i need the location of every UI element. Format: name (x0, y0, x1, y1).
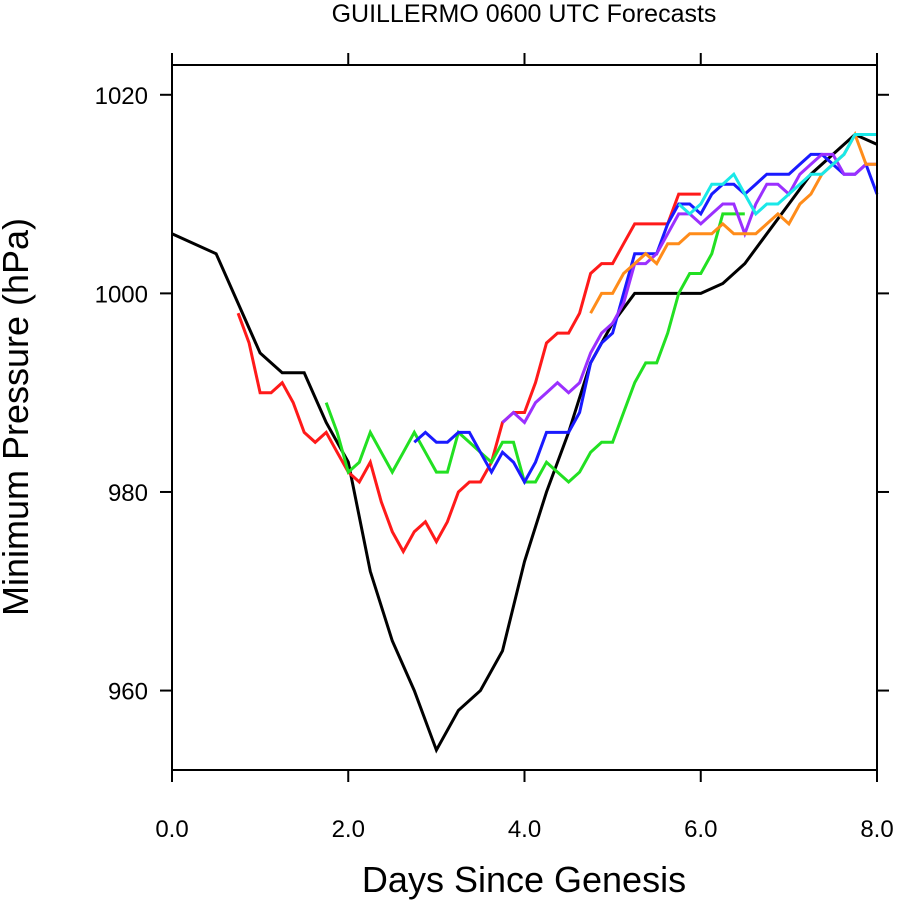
x-tick-label: 8.0 (860, 816, 893, 843)
plot-frame (171, 64, 878, 771)
series-line-4 (413, 152, 879, 486)
series-line-2 (236, 192, 701, 555)
chart-title: GUILLERMO 0600 UTC Forecasts (332, 0, 717, 28)
y-tick-label: 1020 (95, 83, 148, 110)
y-tick-label: 1000 (95, 281, 148, 308)
y-axis-title: Minimum Pressure (hPa) (0, 218, 36, 616)
x-tick-label: 4.0 (508, 816, 541, 843)
x-tick-label: 2.0 (332, 816, 365, 843)
series-layer (171, 130, 879, 754)
x-tick-label: 0.0 (155, 816, 188, 843)
series-line-7 (677, 133, 877, 217)
tick-layer: 0.0 2.0 4.0 6.0 8.0 960 980 1000 1020 (95, 53, 894, 843)
series-line-3 (324, 212, 745, 485)
series-line-1 (171, 132, 878, 754)
x-tick-label: 6.0 (684, 816, 717, 843)
y-tick-label: 980 (108, 480, 148, 507)
y-tick-label: 960 (108, 679, 148, 706)
x-axis-title: Days Since Genesis (362, 859, 686, 900)
